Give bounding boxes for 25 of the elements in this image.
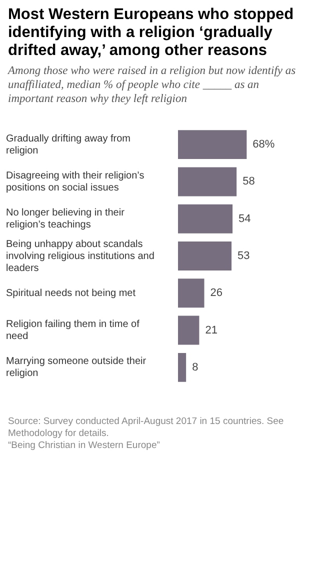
bar bbox=[178, 130, 247, 160]
text: “Being Christian in Western Europe” bbox=[8, 440, 161, 452]
y-tick-label: No longer believing in their religion’s teachings bbox=[6, 208, 126, 231]
data-label: 21 bbox=[205, 324, 218, 336]
y-tick-label: Gradually drifting away from religion bbox=[6, 133, 130, 156]
data-label: 58 bbox=[242, 176, 255, 188]
y-tick-label: Being unhappy about scandals involving religious institutions and leaders bbox=[6, 238, 154, 274]
bar bbox=[178, 278, 204, 308]
data-label: 26 bbox=[210, 287, 223, 300]
data-label: 68% bbox=[252, 138, 275, 151]
chart-subtitle: Among those who were raised in a religion but now identify as unaffiliated, median % of people who cite _____ as an important reason why they left religion bbox=[8, 64, 297, 106]
source-note: Source: Survey conducted April-August 2017 in 15 countries. See Methodology for details. bbox=[8, 416, 285, 440]
data-label: 54 bbox=[238, 212, 251, 225]
bar bbox=[178, 242, 232, 270]
y-tick-label: Marrying someone outside their religion bbox=[6, 356, 147, 380]
y-tick-label: Religion failing them in time of need bbox=[6, 319, 140, 342]
data-label: 8 bbox=[192, 361, 198, 374]
bar bbox=[178, 167, 237, 196]
bar bbox=[178, 204, 233, 234]
y-tick-label: Disagreeing with their religion’s positions on social issues bbox=[6, 170, 144, 194]
data-label: 53 bbox=[238, 250, 250, 262]
chart-title: Most Western Europeans who stopped identifying with a religion ‘gradually drifted away,’ among other reasons bbox=[8, 6, 295, 60]
bar bbox=[178, 352, 186, 382]
bar bbox=[178, 316, 200, 345]
y-tick-label: Spiritual needs not being met bbox=[6, 288, 136, 299]
